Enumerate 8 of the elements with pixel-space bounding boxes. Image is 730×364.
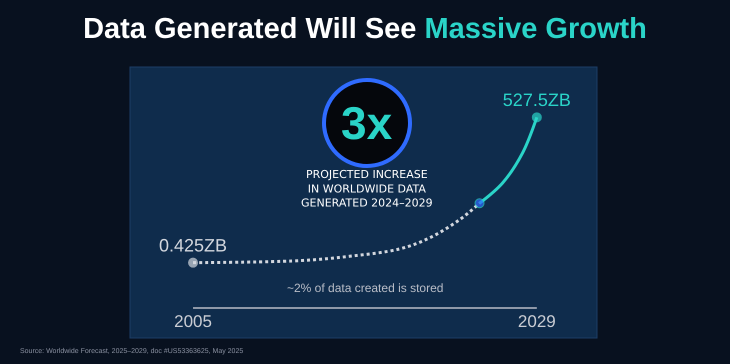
data-label: 527.5ZB <box>502 90 571 110</box>
data-label: 0.425ZB <box>159 236 228 256</box>
annotation: 3x <box>341 97 393 149</box>
text: ~2% of data created is stored <box>287 281 444 295</box>
annotation: PROJECTED INCREASE IN WORLDWIDE DATA GENERATED 2024–2029 <box>301 168 433 210</box>
x-tick-label: 2029 <box>518 312 556 331</box>
chart-title: Data Generated Will See Massive Growth <box>83 13 647 46</box>
x-tick-label: 2005 <box>174 312 212 331</box>
